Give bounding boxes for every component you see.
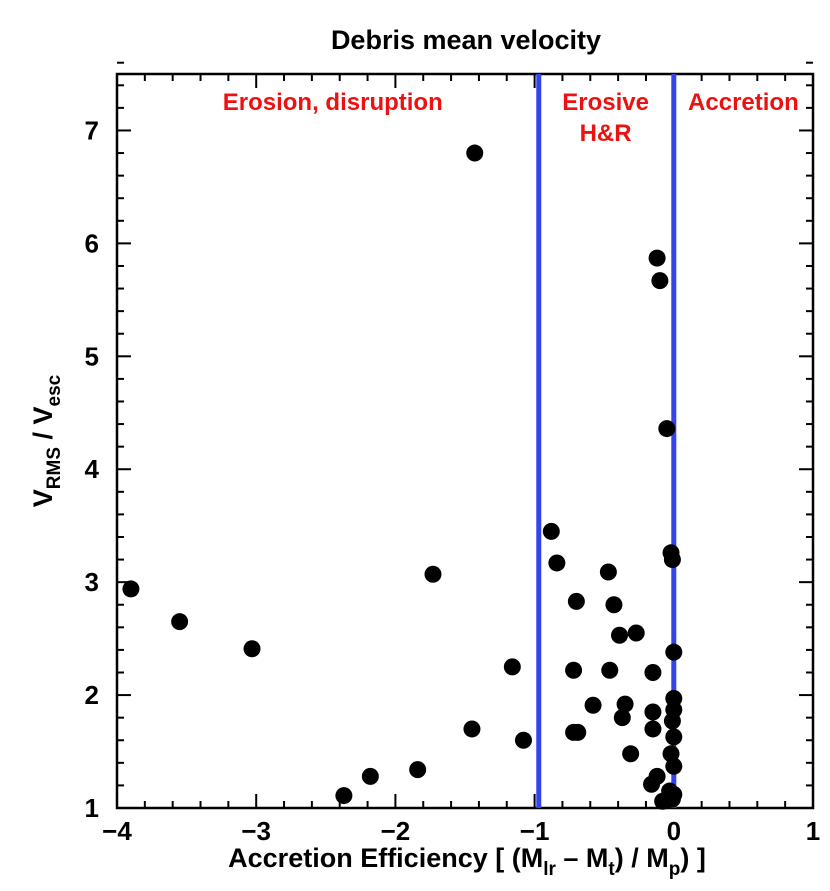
data-point bbox=[627, 624, 645, 642]
data-point bbox=[644, 663, 662, 681]
data-point bbox=[665, 689, 683, 707]
data-point bbox=[503, 658, 521, 676]
y-tick-label: 6 bbox=[85, 228, 99, 258]
plot-frame bbox=[115, 72, 815, 810]
y-tick-label: 1 bbox=[85, 793, 99, 823]
x-tick-label: −2 bbox=[381, 816, 411, 846]
x-tick-label: 1 bbox=[806, 816, 820, 846]
data-point bbox=[171, 613, 189, 631]
x-tick-labels: −4 −3 −2 −1 0 1 bbox=[102, 816, 820, 846]
data-point bbox=[651, 272, 669, 290]
y-tick-label: 4 bbox=[85, 454, 100, 484]
data-point bbox=[584, 696, 602, 714]
data-point bbox=[542, 522, 560, 540]
data-point bbox=[644, 720, 662, 738]
data-point bbox=[622, 745, 640, 763]
data-point bbox=[611, 626, 629, 644]
chart-title: Debris mean velocity bbox=[331, 25, 601, 55]
region-label: Accretion bbox=[688, 89, 799, 116]
axis-ticks bbox=[116, 61, 814, 809]
region-labels: Erosion, disruption Erosive H&R Accretion bbox=[223, 89, 799, 147]
x-tick-label: 0 bbox=[667, 816, 681, 846]
y-axis-title: VRMS / Vesc bbox=[28, 374, 65, 507]
data-point bbox=[665, 728, 683, 746]
x-tick-label: −1 bbox=[520, 816, 550, 846]
x-tick-label: −3 bbox=[241, 816, 271, 846]
data-point bbox=[424, 565, 442, 583]
data-point bbox=[569, 723, 587, 741]
data-point bbox=[599, 563, 617, 581]
y-tick-label: 3 bbox=[85, 567, 99, 597]
x-axis-title: Accretion Efficiency [ (Mlr – Mt) / Mp) … bbox=[228, 843, 706, 880]
data-point bbox=[648, 249, 666, 267]
data-point bbox=[409, 761, 427, 779]
region-label: Erosive H&R bbox=[562, 89, 649, 147]
data-point bbox=[243, 640, 261, 658]
y-tick-label: 2 bbox=[85, 680, 99, 710]
data-point bbox=[361, 767, 379, 785]
data-point bbox=[648, 767, 666, 785]
data-point bbox=[601, 661, 619, 679]
data-point bbox=[122, 580, 140, 598]
y-tick-label: 5 bbox=[85, 341, 99, 371]
data-point bbox=[658, 420, 676, 438]
data-point bbox=[616, 695, 634, 713]
data-point bbox=[567, 592, 585, 610]
data-point bbox=[665, 643, 683, 661]
data-point bbox=[665, 757, 683, 775]
data-point bbox=[565, 661, 583, 679]
data-point bbox=[644, 703, 662, 721]
region-dividers bbox=[536, 74, 677, 808]
data-point bbox=[613, 709, 631, 727]
region-label: Erosion, disruption bbox=[223, 89, 443, 116]
data-point bbox=[463, 720, 481, 738]
y-tick-label: 7 bbox=[85, 115, 99, 145]
data-point bbox=[466, 144, 484, 162]
y-tick-labels: 1 2 3 4 5 6 7 bbox=[85, 115, 100, 823]
data-point bbox=[665, 785, 683, 803]
data-point bbox=[514, 731, 532, 749]
x-tick-label: −4 bbox=[102, 816, 132, 846]
data-point bbox=[663, 551, 681, 569]
data-point bbox=[335, 787, 353, 805]
data-point bbox=[605, 596, 623, 614]
data-points bbox=[122, 144, 683, 810]
data-point bbox=[548, 554, 566, 572]
